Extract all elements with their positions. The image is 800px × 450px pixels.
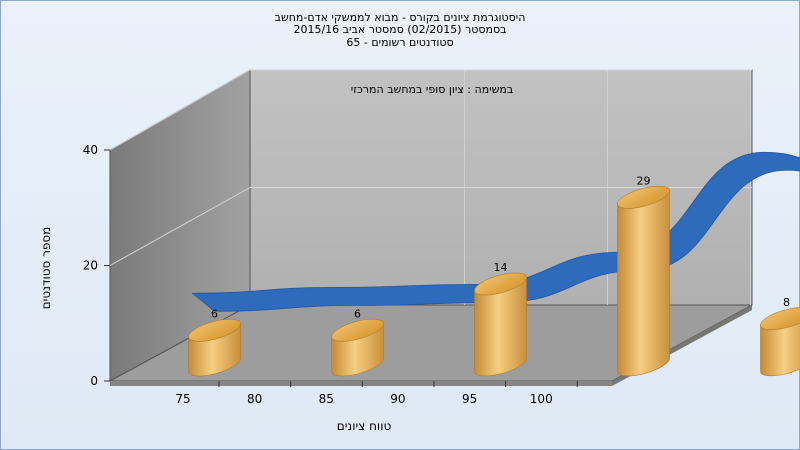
bar: 14 — [474, 261, 527, 377]
gridlines — [109, 69, 752, 305]
bar-value-label: 6 — [354, 307, 361, 320]
y-tick-label: 40 — [83, 143, 98, 157]
chart-subtitle: במשימה : ציון סופי במחשב המרכזי — [351, 83, 514, 96]
x-axis-label: טווח ציונים — [337, 419, 392, 433]
bar-cap — [474, 272, 527, 296]
bar-cap — [617, 185, 670, 209]
x-tick-label: 95 — [462, 392, 477, 406]
bar-cap — [331, 318, 384, 342]
bar: 6 — [188, 307, 241, 377]
distribution-curve — [191, 151, 800, 312]
bar-value-label: 29 — [637, 175, 651, 188]
y-tick-label: 0 — [90, 374, 98, 388]
bar: 8 — [760, 296, 800, 377]
bar-value-label: 8 — [783, 296, 790, 309]
x-tick-label: 85 — [319, 392, 334, 406]
gridline-side — [109, 187, 251, 266]
bar: 6 — [331, 307, 384, 377]
chart-title-line-2: בסמסטר (02/2015) סמסטר אביב 2015/16 — [293, 23, 506, 36]
chart-title-line-3: סטודנטים רשומים - 65 — [346, 36, 453, 49]
y-tick-label: 20 — [83, 259, 98, 273]
bar-value-label: 14 — [494, 261, 508, 274]
bar-body — [474, 277, 527, 377]
bar-body — [617, 190, 670, 377]
bar-cap — [188, 318, 241, 342]
bar: 29 — [617, 175, 670, 377]
ticks-layer: 0 20 40 75 80 85 90 95 100 — [83, 143, 578, 406]
x-tick-label: 75 — [175, 392, 190, 406]
x-tick-label: 80 — [247, 392, 262, 406]
gridline-side — [109, 69, 251, 151]
chart-title-line-1: היסטוגרמת ציונים בקורס - מבוא לממשקי אדם… — [275, 11, 526, 24]
floor-bottom-edge — [110, 381, 612, 386]
distribution-curve-layer — [191, 151, 800, 312]
x-tick-label: 90 — [390, 392, 405, 406]
y-axis-label: מספר סטודנטים — [39, 227, 53, 310]
x-tick-label: 100 — [530, 392, 553, 406]
bar-value-label: 6 — [211, 307, 218, 320]
